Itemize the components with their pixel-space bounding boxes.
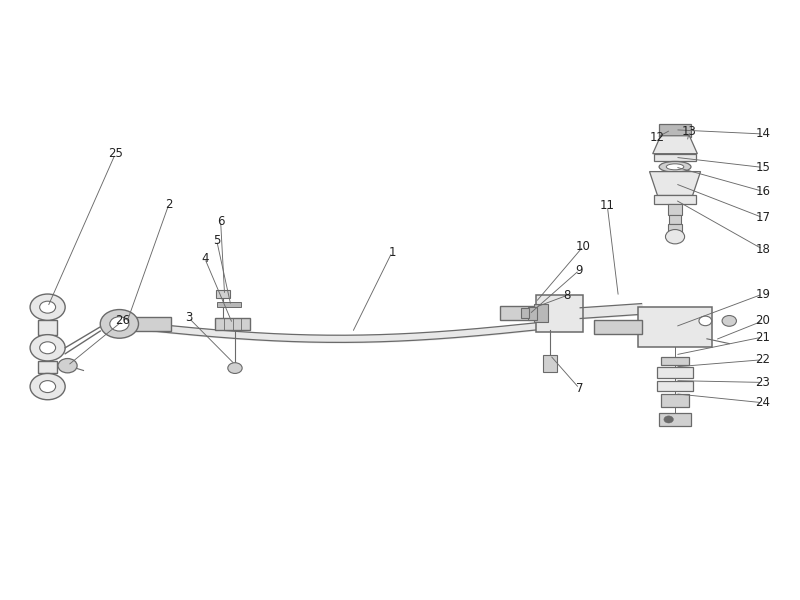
Ellipse shape bbox=[659, 161, 691, 172]
Text: 13: 13 bbox=[682, 125, 697, 138]
Text: 6: 6 bbox=[217, 215, 224, 227]
Circle shape bbox=[30, 373, 65, 400]
Bar bbox=[594, 320, 642, 334]
Polygon shape bbox=[653, 136, 698, 154]
Bar bbox=[215, 318, 250, 330]
Text: 8: 8 bbox=[564, 289, 571, 302]
Text: 4: 4 bbox=[201, 251, 209, 265]
Polygon shape bbox=[650, 172, 701, 196]
Bar bbox=[521, 308, 529, 318]
Circle shape bbox=[58, 359, 77, 373]
Text: 9: 9 bbox=[576, 263, 583, 277]
Text: 19: 19 bbox=[755, 287, 770, 301]
Bar bbox=[661, 394, 690, 407]
Circle shape bbox=[110, 317, 129, 331]
FancyBboxPatch shape bbox=[638, 307, 712, 347]
Bar bbox=[542, 355, 557, 371]
Bar bbox=[654, 154, 696, 161]
Circle shape bbox=[699, 316, 712, 326]
Text: 22: 22 bbox=[755, 353, 770, 366]
Circle shape bbox=[666, 230, 685, 244]
Text: 20: 20 bbox=[755, 314, 770, 328]
Bar bbox=[38, 320, 57, 335]
Circle shape bbox=[40, 380, 55, 392]
Text: 16: 16 bbox=[755, 185, 770, 198]
Circle shape bbox=[30, 335, 65, 361]
Circle shape bbox=[100, 310, 138, 338]
Bar bbox=[500, 306, 539, 320]
Bar bbox=[654, 196, 696, 204]
Bar bbox=[119, 317, 171, 331]
Text: 18: 18 bbox=[755, 243, 770, 256]
Bar bbox=[218, 302, 242, 307]
Text: 25: 25 bbox=[108, 147, 123, 160]
FancyBboxPatch shape bbox=[659, 124, 691, 137]
Text: 23: 23 bbox=[755, 376, 770, 389]
Bar bbox=[659, 413, 691, 426]
Bar bbox=[534, 304, 548, 322]
Text: 1: 1 bbox=[388, 246, 396, 259]
Text: 7: 7 bbox=[576, 382, 583, 395]
Text: 26: 26 bbox=[115, 314, 130, 328]
Bar bbox=[657, 380, 693, 391]
Circle shape bbox=[30, 294, 65, 320]
Text: 17: 17 bbox=[755, 211, 770, 224]
Bar bbox=[657, 367, 693, 378]
Text: 10: 10 bbox=[576, 240, 590, 253]
Text: 3: 3 bbox=[185, 311, 193, 325]
Circle shape bbox=[40, 301, 55, 313]
Text: 14: 14 bbox=[755, 127, 770, 140]
Bar bbox=[527, 307, 537, 320]
Bar bbox=[668, 204, 682, 215]
Text: 24: 24 bbox=[755, 396, 770, 409]
Bar bbox=[670, 215, 681, 224]
Ellipse shape bbox=[666, 164, 684, 170]
Bar bbox=[662, 357, 689, 365]
Text: 11: 11 bbox=[600, 199, 614, 212]
Text: 5: 5 bbox=[213, 234, 220, 247]
Text: 21: 21 bbox=[755, 331, 770, 344]
Circle shape bbox=[722, 316, 737, 326]
Text: 2: 2 bbox=[165, 198, 173, 211]
Circle shape bbox=[664, 416, 674, 423]
Text: 12: 12 bbox=[650, 131, 664, 144]
Circle shape bbox=[228, 363, 242, 373]
Bar bbox=[216, 290, 230, 298]
Text: 15: 15 bbox=[755, 161, 770, 174]
Bar bbox=[668, 224, 682, 233]
Circle shape bbox=[40, 342, 55, 354]
FancyBboxPatch shape bbox=[536, 295, 582, 332]
Bar bbox=[38, 361, 57, 373]
